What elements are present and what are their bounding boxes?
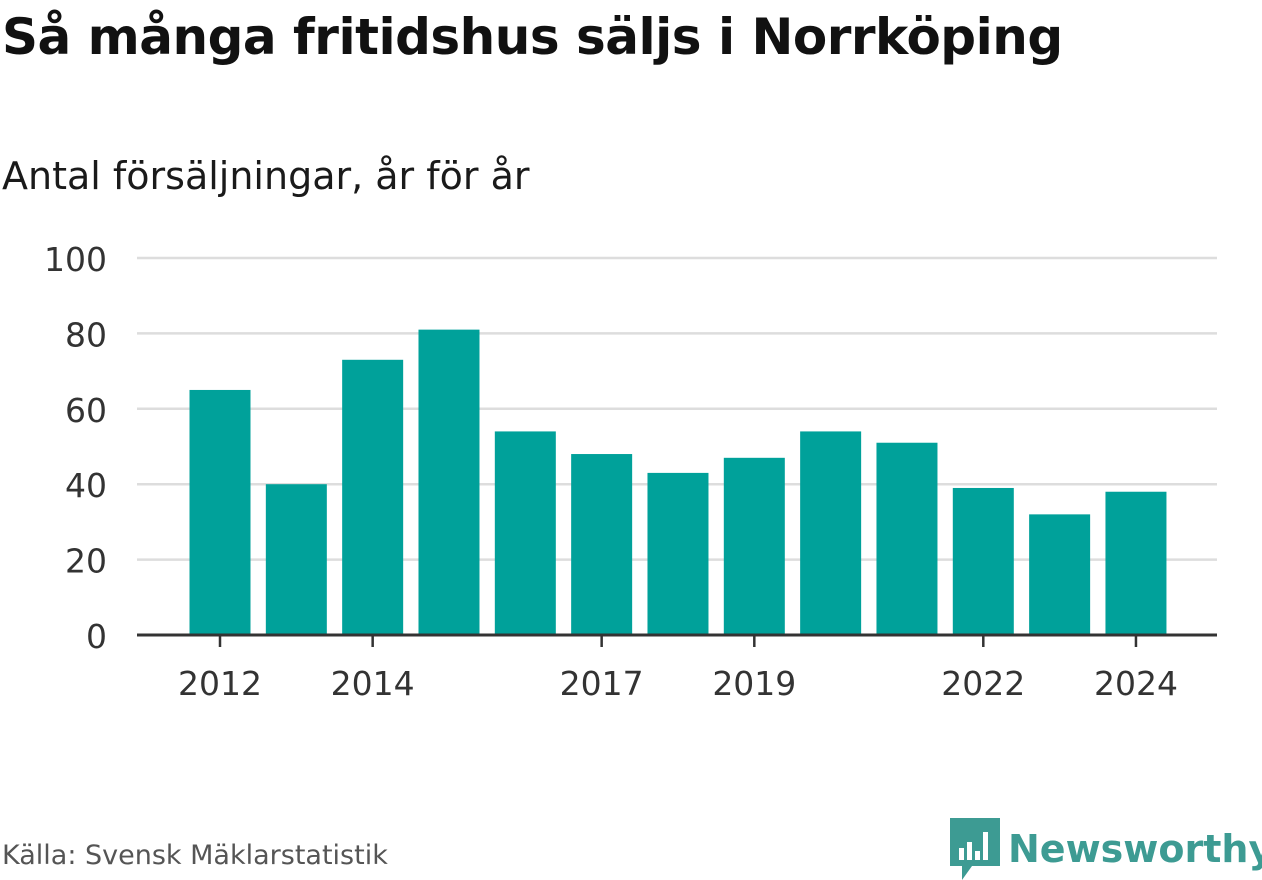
- bar-2021: [876, 442, 938, 635]
- chart-subtitle: Antal försäljningar, år för år: [2, 154, 530, 198]
- source-note: Källa: Svensk Mäklarstatistik: [2, 840, 388, 871]
- x-tick-label: 2019: [712, 664, 796, 703]
- x-tick-label: 2017: [560, 664, 644, 703]
- bar-2015: [418, 329, 480, 635]
- y-tick-label: 100: [44, 240, 107, 279]
- x-tick-label: 2024: [1094, 664, 1178, 703]
- y-axis-ticks: 0 20 40 60 80 100: [44, 240, 107, 656]
- brand-logo: Newsworthy: [950, 818, 1262, 880]
- y-tick-label: 80: [65, 315, 107, 354]
- bar-2013: [265, 484, 327, 635]
- brand-name: Newsworthy: [1008, 827, 1262, 871]
- bars: [189, 329, 1167, 635]
- bar-2012: [189, 389, 251, 635]
- bar-chart: 0 20 40 60 80 100 2012 2014 2017 2019 2022 2024: [44, 240, 1217, 703]
- y-tick-label: 60: [65, 391, 107, 430]
- y-tick-label: 20: [65, 542, 107, 581]
- bar-2023: [1029, 514, 1091, 635]
- x-tick-label: 2022: [941, 664, 1025, 703]
- bar-2017: [571, 454, 633, 635]
- chart-title: Så många fritidshus säljs i Norrköping: [2, 8, 1063, 66]
- bar-2014: [342, 359, 404, 635]
- y-tick-label: 0: [86, 617, 107, 656]
- bar-2020: [800, 431, 862, 635]
- bar-2016: [494, 431, 556, 635]
- bar-2022: [952, 487, 1014, 635]
- bar-2018: [647, 472, 709, 635]
- bar-2019: [723, 457, 785, 635]
- bar-2024: [1105, 491, 1167, 635]
- y-tick-label: 40: [65, 466, 107, 505]
- newsworthy-logo-icon: [950, 818, 1000, 880]
- x-axis: 2012 2014 2017 2019 2022 2024: [137, 633, 1217, 703]
- x-tick-label: 2014: [331, 664, 415, 703]
- x-tick-label: 2012: [178, 664, 262, 703]
